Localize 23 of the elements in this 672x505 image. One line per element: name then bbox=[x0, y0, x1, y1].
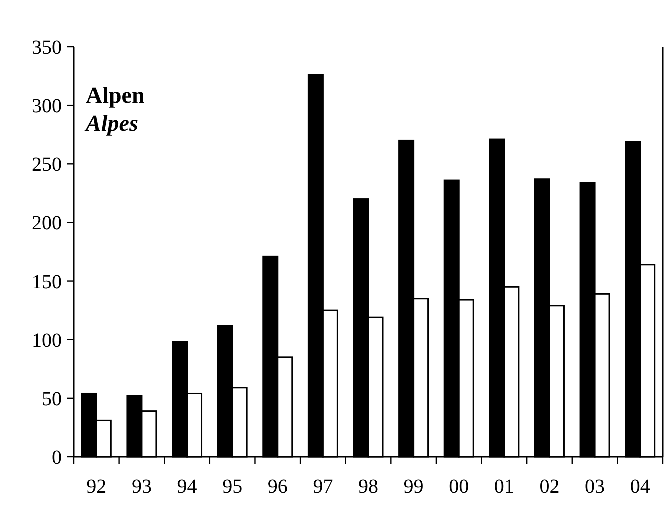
x-tick-label: 98 bbox=[358, 476, 378, 498]
x-tick-label: 03 bbox=[585, 476, 606, 498]
x-tick-label: 93 bbox=[132, 476, 152, 498]
y-tick-label: 50 bbox=[42, 388, 62, 410]
y-tick-label: 100 bbox=[32, 330, 62, 352]
x-tick-label: 94 bbox=[177, 476, 198, 498]
x-tick-label: 01 bbox=[494, 476, 514, 498]
text: Alpes bbox=[84, 111, 138, 136]
y-tick-label: 0 bbox=[52, 447, 62, 469]
x-tick-label: 00 bbox=[449, 476, 470, 498]
x-tick-label: 02 bbox=[540, 476, 560, 498]
x-tick-label: 92 bbox=[86, 476, 107, 498]
y-tick-label: 350 bbox=[32, 37, 62, 59]
y-tick-label: 300 bbox=[32, 96, 62, 118]
y-tick-label: 150 bbox=[32, 271, 62, 294]
x-tick-label: 04 bbox=[630, 476, 650, 498]
y-tick-label: 250 bbox=[32, 154, 62, 176]
x-tick-label: 95 bbox=[222, 476, 243, 498]
y-tick-label: 200 bbox=[32, 212, 62, 235]
x-tick-label: 97 bbox=[313, 476, 334, 498]
x-tick-label: 99 bbox=[404, 476, 424, 498]
text: Alpen bbox=[86, 83, 145, 108]
x-tick-label: 96 bbox=[268, 476, 288, 498]
